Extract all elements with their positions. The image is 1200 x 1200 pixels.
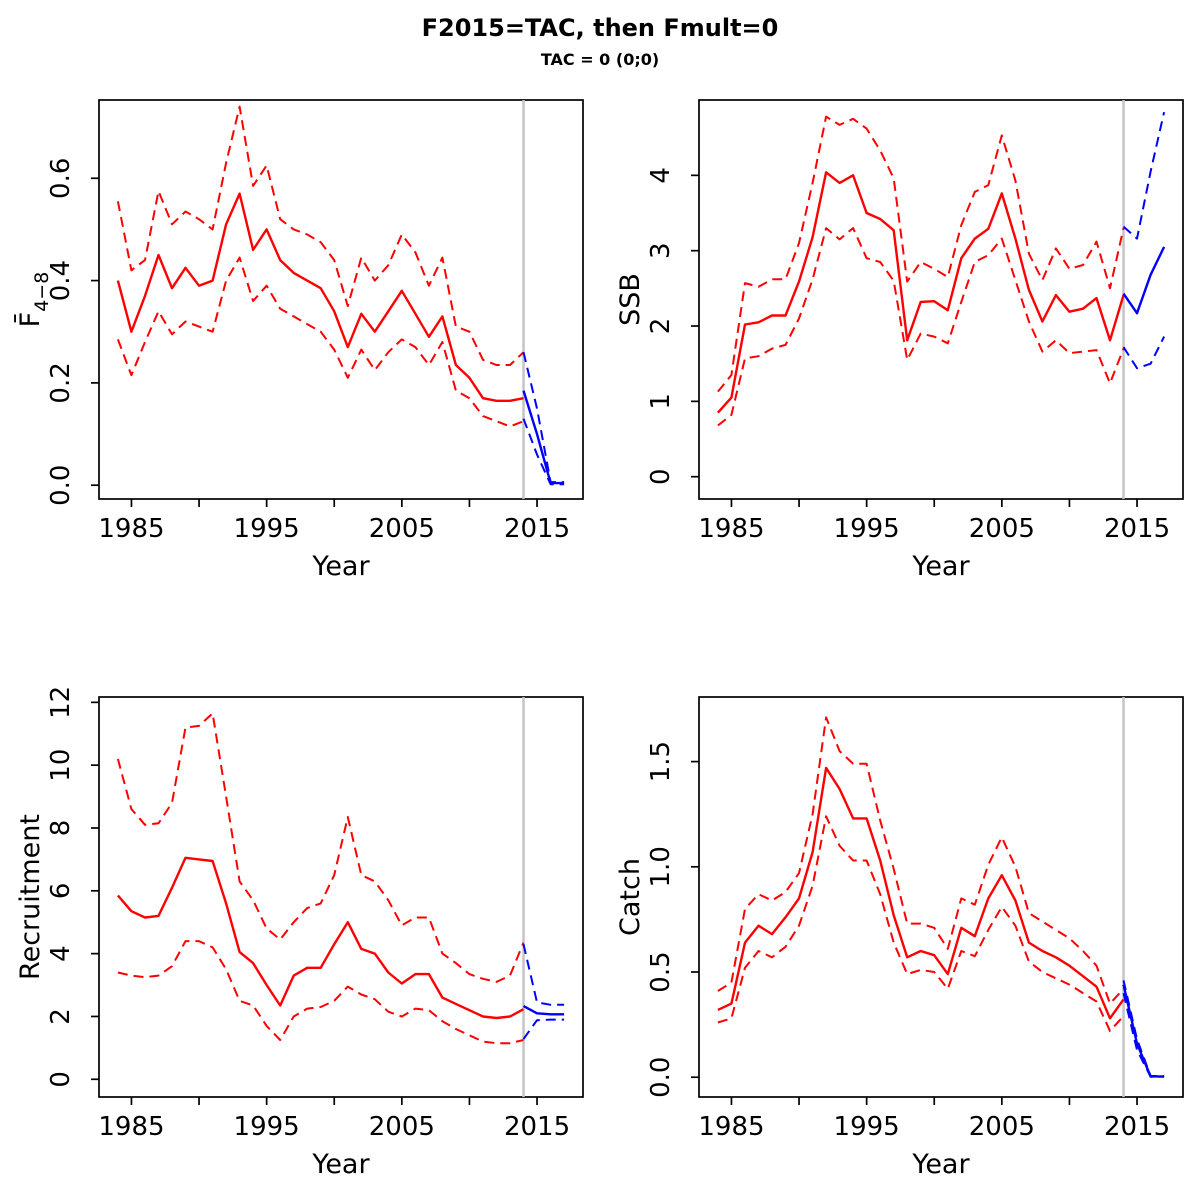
panel-f48: 1985 1995 2005 2015 0.0 0.2 0.4 0.6 Year F̄4−8 — [0, 0, 600, 604]
f48-lower-ci-forecast-line — [522, 418, 565, 486]
ssb-y-tick-label: 1 — [646, 393, 676, 410]
f48-median-forecast-line — [522, 390, 565, 485]
ssb-x-tick-label: 1985 — [698, 514, 764, 544]
catch-median-historic-line — [717, 766, 1125, 1020]
ssb-x-axis-title: Year — [911, 551, 970, 582]
f48-x-tick-label: 2005 — [369, 514, 435, 544]
ssb-median-historic-line — [717, 171, 1125, 414]
ssb-upper-ci-historic-line — [717, 115, 1125, 393]
f48-plot: 1985 1995 2005 2015 0.0 0.2 0.4 0.6 Year F̄4−8 — [14, 99, 584, 582]
ssb-lower-ci-forecast-line — [1122, 336, 1165, 370]
ssb-y-tick-label: 0 — [646, 468, 676, 485]
catch-y-axis-title: Catch — [615, 858, 646, 936]
f48-lower-ci-historic-line — [116, 256, 524, 428]
catch-y-tick-label: 1.5 — [646, 741, 676, 782]
ssb-y-tick-label: 4 — [646, 167, 676, 184]
f48-y-axis-title: F̄4−8 — [14, 272, 53, 328]
f48-y-tick-label: 0.4 — [46, 260, 76, 301]
recruitment-upper-ci-historic-line — [116, 712, 525, 983]
ssb-median-forecast-line — [1122, 246, 1166, 315]
recruitment-x-tick-label: 2015 — [504, 1112, 570, 1142]
recruitment-x-tick-label: 1995 — [234, 1112, 300, 1142]
recruitment-y-tick-label: 6 — [46, 883, 76, 900]
catch-plot: 1985 1995 2005 2015 0.0 0.5 1.0 1.5 Year Catch — [615, 696, 1184, 1180]
catch-x-tick-label: 1985 — [698, 1112, 764, 1142]
recruitment-y-tick-label: 4 — [46, 945, 76, 962]
catch-upper-ci-historic-line — [717, 716, 1125, 1005]
recruitment-upper-ci-forecast-line — [522, 943, 565, 1006]
recruitment-lower-ci-historic-line — [117, 940, 524, 1045]
recruitment-plot: 1985 1995 2005 2015 0 2 4 6 8 10 12 Year Recruitment — [15, 686, 584, 1180]
ssb-y-tick-label: 2 — [646, 318, 676, 335]
f48-y-tick-label: 0.2 — [46, 362, 76, 403]
recruitment-y-tick-label: 10 — [46, 749, 76, 782]
catch-y-tick-label: 1.0 — [646, 846, 676, 887]
ssb-x-tick-label: 1995 — [834, 514, 900, 544]
panel-catch: 1985 1995 2005 2015 0.0 0.5 1.0 1.5 Year Catch — [600, 600, 1200, 1200]
f48-x-axis-title: Year — [311, 551, 370, 582]
catch-plot-box — [698, 696, 1184, 1098]
catch-x-tick-label: 2015 — [1104, 1112, 1170, 1142]
recruitment-lower-ci-forecast-line — [522, 1018, 565, 1040]
recruitment-y-tick-label: 2 — [46, 1008, 76, 1025]
f48-plot-box — [98, 99, 584, 500]
catch-x-axis-title: Year — [911, 1149, 970, 1180]
catch-y-tick-label: 0.5 — [646, 951, 676, 992]
f48-y-tick-label: 0.0 — [46, 465, 76, 506]
f48-upper-ci-historic-line — [116, 105, 525, 366]
f48-y-tick-label: 0.6 — [46, 158, 76, 199]
f48-x-tick-label: 2015 — [504, 514, 570, 544]
ssb-lower-ci-historic-line — [717, 227, 1125, 427]
recruitment-y-tick-label: 0 — [46, 1071, 76, 1088]
recruitment-y-axis-title: Recruitment — [15, 814, 46, 980]
catch-x-tick-label: 1995 — [834, 1112, 900, 1142]
ssb-y-tick-label: 3 — [646, 242, 676, 259]
figure-subtitle: TAC = 0 (0;0) — [540, 50, 660, 69]
recruitment-y-tick-label: 12 — [46, 686, 76, 719]
panel-ssb: 1985 1995 2005 2015 0 1 2 3 4 Year SSB — [600, 0, 1200, 604]
recruitment-x-axis-title: Year — [311, 1149, 370, 1180]
catch-lower-ci-historic-line — [717, 815, 1125, 1032]
ssb-x-tick-label: 2005 — [969, 514, 1035, 544]
recruitment-median-historic-line — [116, 856, 525, 1020]
f48-x-tick-label: 1985 — [98, 514, 164, 544]
recruitment-x-tick-label: 2005 — [369, 1112, 435, 1142]
recruitment-y-tick-label: 8 — [46, 820, 76, 837]
recruitment-median-forecast-line — [522, 1005, 565, 1016]
figure-title: F2015=TAC, then Fmult=0 — [421, 14, 779, 42]
catch-lower-ci-forecast-line — [1122, 992, 1165, 1078]
panel-recruitment: 1985 1995 2005 2015 0 2 4 6 8 10 12 Year Recruitment — [0, 600, 600, 1200]
ssb-y-axis-title: SSB — [615, 273, 646, 326]
ssb-plot: 1985 1995 2005 2015 0 1 2 3 4 Year SSB — [615, 99, 1184, 582]
ssb-upper-ci-forecast-line — [1122, 111, 1166, 240]
catch-x-tick-label: 2005 — [969, 1112, 1035, 1142]
catch-y-tick-label: 0.0 — [646, 1057, 676, 1098]
f48-median-historic-line — [116, 192, 524, 402]
ssb-plot-box — [698, 99, 1184, 500]
f48-x-tick-label: 1995 — [234, 514, 300, 544]
recruitment-x-tick-label: 1985 — [98, 1112, 164, 1142]
ssb-x-tick-label: 2015 — [1104, 514, 1170, 544]
recruitment-plot-box — [98, 696, 584, 1098]
